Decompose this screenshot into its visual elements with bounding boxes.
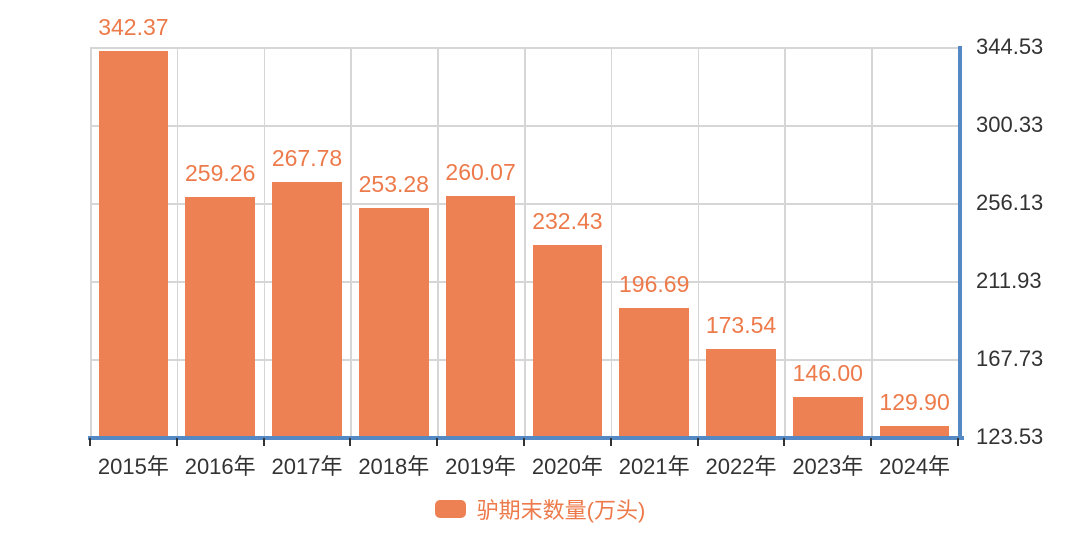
gridline-vertical bbox=[350, 47, 352, 437]
gridline-vertical bbox=[437, 47, 439, 437]
legend-swatch bbox=[434, 500, 466, 518]
gridline-vertical bbox=[784, 47, 786, 437]
bar-value-label: 259.26 bbox=[185, 160, 256, 187]
bar-2019年[interactable] bbox=[445, 196, 516, 437]
x-axis-label: 2017年 bbox=[271, 454, 343, 479]
y-axis-tick-label: 300.33 bbox=[976, 112, 1044, 137]
y-axis-line bbox=[958, 46, 962, 438]
bar-value-label: 267.78 bbox=[271, 145, 343, 172]
x-axis-label: 2021年 bbox=[618, 454, 690, 479]
x-axis-labels: 2015年 2016年 2017年 2018年 2019年 2020年 2021年 2022年… bbox=[90, 449, 958, 479]
legend[interactable]: 驴期末数量(万头) bbox=[0, 493, 1080, 525]
bar-2021年[interactable] bbox=[619, 307, 689, 437]
x-axis-tick bbox=[349, 438, 352, 446]
gridline-vertical bbox=[90, 47, 92, 437]
bar-2024年[interactable] bbox=[879, 425, 950, 437]
x-axis-label: 2024年 bbox=[879, 454, 951, 479]
bar-value-label: 173.54 bbox=[705, 311, 777, 338]
x-axis-tick bbox=[175, 438, 178, 446]
bar-value-label: 232.43 bbox=[532, 207, 603, 234]
gridline-vertical bbox=[524, 47, 526, 437]
gridline-vertical bbox=[697, 47, 700, 437]
y-axis-tick-label: 123.53 bbox=[976, 424, 1044, 449]
bar-value-label: 129.90 bbox=[879, 388, 950, 415]
bar-2015年[interactable] bbox=[98, 50, 169, 437]
bar-2016年[interactable] bbox=[185, 197, 255, 437]
y-axis-tick-label: 344.53 bbox=[976, 34, 1044, 59]
legend-label: 驴期末数量(万头) bbox=[476, 498, 646, 523]
x-axis-label: 2019年 bbox=[445, 454, 517, 479]
gridline-vertical bbox=[871, 47, 873, 437]
x-axis-tick bbox=[783, 438, 786, 446]
gridline-vertical bbox=[263, 47, 266, 437]
x-axis-tick bbox=[523, 438, 525, 446]
x-axis-label: 2023年 bbox=[792, 454, 864, 479]
y-axis-tick-label: 211.93 bbox=[976, 268, 1042, 293]
y-axis-tick-label: 256.13 bbox=[976, 190, 1044, 215]
x-axis-label: 2018年 bbox=[358, 454, 430, 479]
bar-2017年[interactable] bbox=[272, 182, 342, 437]
x-axis-label: 2015年 bbox=[97, 454, 169, 479]
y-axis-labels: 344.53 300.33 256.13 211.93 167.73 123.53 bbox=[976, 34, 1076, 449]
bar-2018年[interactable] bbox=[359, 208, 429, 437]
x-axis-line bbox=[88, 436, 964, 440]
bar-value-label: 146.00 bbox=[792, 360, 863, 387]
bar-2022年[interactable] bbox=[706, 348, 776, 437]
bar-2023年[interactable] bbox=[793, 397, 863, 437]
x-axis-label: 2022年 bbox=[705, 454, 777, 479]
bar-value-label: 253.28 bbox=[358, 171, 429, 198]
bar-2020年[interactable] bbox=[532, 244, 603, 437]
plot-area: 342.37 259.26 267.78 253.28 260.07 232.43 196.… bbox=[88, 14, 964, 446]
gridline-vertical bbox=[610, 47, 613, 437]
x-axis-tick bbox=[89, 438, 91, 446]
x-axis-tick bbox=[262, 438, 265, 446]
x-axis-label: 2020年 bbox=[531, 454, 603, 479]
bar-value-label: 342.37 bbox=[98, 13, 169, 40]
gridline-vertical bbox=[176, 47, 179, 437]
x-axis-tick bbox=[436, 438, 439, 446]
x-axis-tick bbox=[609, 438, 612, 446]
x-axis-tick bbox=[696, 438, 699, 446]
x-axis-tick bbox=[957, 438, 959, 446]
x-axis-label: 2016年 bbox=[184, 454, 256, 479]
x-axis-tick bbox=[870, 438, 873, 446]
bar-value-label: 260.07 bbox=[445, 159, 516, 186]
y-axis-tick-label: 167.73 bbox=[976, 346, 1044, 371]
bar-value-label: 196.69 bbox=[619, 270, 690, 297]
